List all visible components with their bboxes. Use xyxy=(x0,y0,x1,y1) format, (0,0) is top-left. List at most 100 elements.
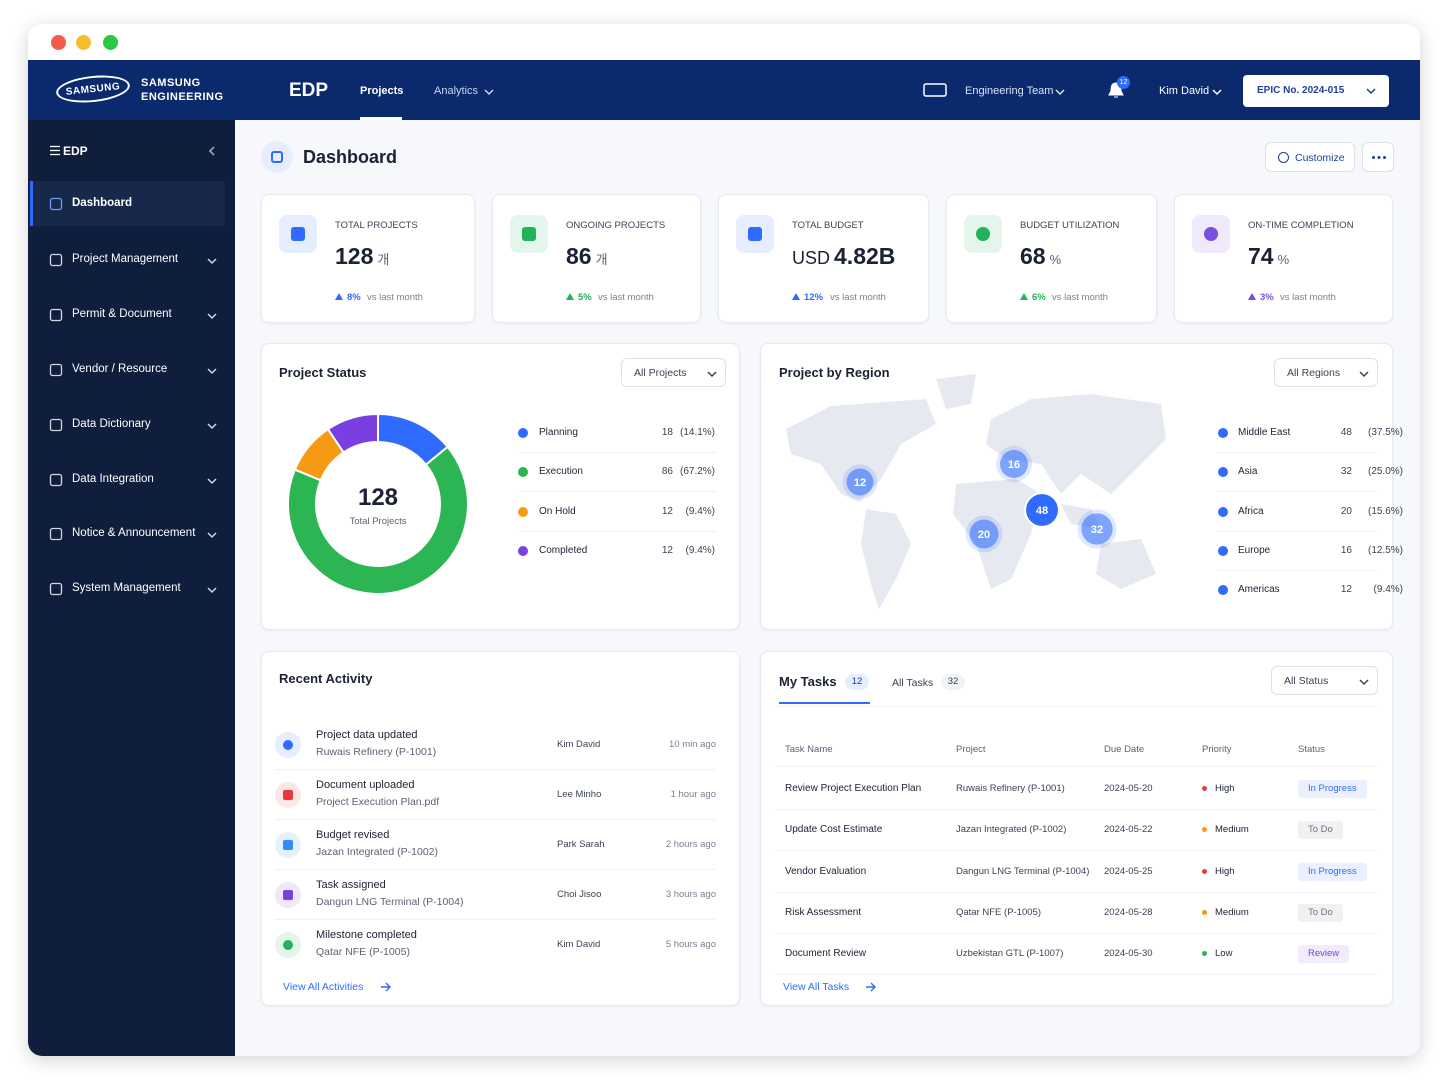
customize-button[interactable]: Customize xyxy=(1265,142,1355,172)
activity-subtitle: Dangun LNG Terminal (P-1004) xyxy=(316,896,464,908)
header-divider xyxy=(775,766,1378,767)
sidebar-item[interactable]: Permit & Document xyxy=(72,308,172,320)
arrow-path xyxy=(381,982,391,992)
all-count-badge: 32 xyxy=(941,674,965,690)
task-name[interactable]: Vendor Evaluation xyxy=(785,865,867,877)
filter-dropdown[interactable]: All Status xyxy=(1271,666,1378,695)
tasks-tab[interactable]: My Tasks xyxy=(779,674,837,689)
activity-icon xyxy=(275,932,301,958)
activity-title: Budget revised xyxy=(316,829,390,841)
kpi-label: BUDGET UTILIZATION xyxy=(1020,220,1120,231)
notification-badge: 12 xyxy=(1117,76,1130,89)
legend-count: 86 xyxy=(661,466,673,477)
chevron xyxy=(707,371,717,378)
up-arrow-shape xyxy=(1248,293,1256,300)
activity-icon xyxy=(275,882,301,908)
navbar: SAMSUNG SAMSUNG ENGINEERING EDP Projects Anal… xyxy=(28,60,1420,120)
sidebar-item[interactable]: Vendor / Resource xyxy=(72,363,168,375)
up-arrow-shape xyxy=(335,293,343,300)
row-divider xyxy=(775,932,1378,934)
chevron-path xyxy=(1212,89,1222,96)
kpi-label: TOTAL PROJECTS xyxy=(335,220,418,231)
chevron xyxy=(207,368,217,375)
sidebar-item[interactable]: Data Integration xyxy=(72,473,154,485)
kpi-icon-inner xyxy=(748,227,762,241)
activity-time: 5 hours ago xyxy=(665,939,716,950)
status-badge: Review xyxy=(1298,945,1350,964)
column-header: Status xyxy=(1298,744,1325,755)
sidebar-item[interactable]: Project Management xyxy=(72,253,179,265)
legend-share: (9.4%) xyxy=(1373,584,1403,595)
legend-dot xyxy=(1218,467,1228,477)
minimize-light[interactable] xyxy=(76,35,91,50)
kpi-note: vs last month xyxy=(367,292,423,303)
sidebar-item[interactable]: Data Dictionary xyxy=(72,418,151,430)
page-title: Dashboard xyxy=(303,147,398,167)
chevron xyxy=(207,532,217,539)
tab-underline xyxy=(360,117,402,120)
priority-dot xyxy=(1202,951,1207,957)
up-arrow-shape xyxy=(566,293,574,300)
more-button[interactable] xyxy=(1362,142,1394,172)
sidebar-item[interactable]: Dashboard xyxy=(72,197,133,209)
activity-user: Kim David xyxy=(557,739,601,750)
continent xyxy=(986,394,1166,494)
chevron-path xyxy=(1359,371,1369,378)
chevron-path xyxy=(207,423,217,430)
sidebar-item[interactable]: Notice & Announcement xyxy=(72,527,196,539)
legend-count: 12 xyxy=(1340,584,1352,595)
kpi-value: 68 xyxy=(1020,243,1046,269)
kpi-value: 86 xyxy=(566,243,592,269)
task-name[interactable]: Document Review xyxy=(785,948,867,960)
user[interactable]: Kim David xyxy=(1159,85,1210,97)
activity-icon-inner xyxy=(283,740,293,750)
all-tasks-tab[interactable]: All Tasks xyxy=(892,677,934,689)
sidebar-icon-shape xyxy=(49,582,63,596)
team[interactable]: Engineering Team xyxy=(965,85,1054,97)
legend-count: 16 xyxy=(1340,545,1352,556)
close-light[interactable] xyxy=(51,35,66,50)
activity-icon xyxy=(275,732,301,758)
bubble-label: 32 xyxy=(1091,524,1103,536)
donut-segment xyxy=(287,445,469,595)
chevron-path xyxy=(1359,679,1369,686)
region-bubble xyxy=(846,468,874,496)
legend-divider xyxy=(1218,570,1378,571)
kpi-icon xyxy=(510,215,548,253)
tasks-link[interactable]: View All Tasks xyxy=(783,981,850,993)
maximize-light[interactable] xyxy=(103,35,118,50)
kpi-icon xyxy=(736,215,774,253)
continent xyxy=(1096,539,1156,589)
nav-tab[interactable]: Projects xyxy=(360,85,404,97)
column-header: Task Name xyxy=(785,744,833,755)
kpi-card: TOTAL PROJECTS 128 개 8% vs last month xyxy=(261,194,475,323)
chevron-path xyxy=(207,368,217,375)
menu-icon xyxy=(50,145,60,156)
legend-name: Planning xyxy=(539,427,578,438)
sidebar-icon xyxy=(49,197,63,211)
task-name[interactable]: Update Cost Estimate xyxy=(785,824,883,836)
page-icon xyxy=(261,141,293,173)
sidebar-icon xyxy=(49,473,63,487)
chevron xyxy=(1055,89,1065,96)
activity-icon xyxy=(275,782,301,808)
nav-tab[interactable]: Analytics xyxy=(434,85,479,97)
task-name[interactable]: Risk Assessment xyxy=(785,906,862,918)
activity-user: Park Sarah xyxy=(557,839,605,850)
epic-button[interactable]: EPIC No. 2024-015 xyxy=(1243,75,1389,107)
activity-link[interactable]: View All Activities xyxy=(283,981,364,993)
filter-dropdown[interactable]: All Projects xyxy=(621,358,726,387)
legend-share: (37.5%) xyxy=(1367,427,1403,438)
task-due: 2024-05-22 xyxy=(1104,824,1153,836)
task-name[interactable]: Review Project Execution Plan xyxy=(785,783,922,794)
collapse-icon xyxy=(208,146,215,156)
customize-label: Customize xyxy=(1295,152,1345,164)
activity-icon-inner xyxy=(283,940,293,950)
brand-line1: SAMSUNG xyxy=(141,77,201,89)
dot xyxy=(1377,156,1381,159)
filter-dropdown[interactable]: All Regions xyxy=(1274,358,1378,387)
world-map: 48 32 20 16 12 xyxy=(786,374,1166,609)
legend-name: Execution xyxy=(539,466,583,477)
sidebar-item[interactable]: System Management xyxy=(72,582,181,594)
kpi-value: 74 xyxy=(1248,243,1274,269)
